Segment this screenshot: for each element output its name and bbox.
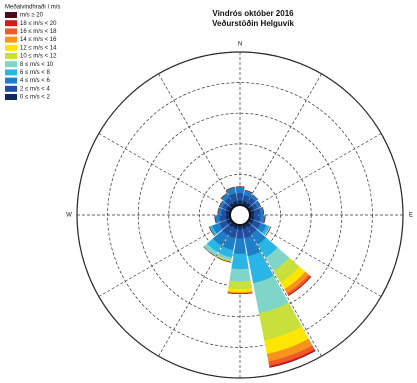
wedge	[236, 229, 244, 239]
legend-label: 16 ≤ m/s < 18	[20, 29, 57, 35]
wedge	[265, 226, 271, 236]
legend-swatch	[5, 12, 17, 18]
spoke	[98, 133, 232, 211]
wedge	[233, 238, 247, 255]
legend-swatch	[5, 53, 17, 59]
legend-label: 0 ≤ m/s < 2	[20, 95, 50, 101]
legend-swatch	[5, 77, 17, 84]
grid-ring	[76, 51, 404, 379]
wedge	[228, 280, 252, 290]
legend-swatch	[5, 69, 17, 76]
spoke	[158, 223, 236, 357]
spoke	[98, 219, 232, 297]
grid-ring	[107, 82, 373, 348]
legend-label: 4 ≤ m/s < 6	[20, 78, 50, 84]
wedge	[219, 200, 223, 208]
legend-label: m/s ≥ 20	[20, 13, 44, 19]
legend-label: 18 ≤ m/s < 20	[20, 21, 57, 27]
spoke	[158, 73, 236, 207]
calm-circle	[229, 204, 251, 226]
chart-subtitle: Veðurstöðin Helguvík	[212, 19, 294, 28]
legend-swatch	[5, 20, 17, 27]
legend-title: Meðalvindhraði í m/s	[5, 4, 60, 11]
wedge	[252, 194, 259, 200]
legend-label: 14 ≤ m/s < 16	[20, 37, 57, 43]
compass-label: N	[238, 42, 242, 48]
chart-title: Vindrós október 2016	[212, 9, 294, 18]
compass-label: W	[66, 213, 72, 219]
legend-swatch	[5, 44, 17, 51]
legend-label: 12 ≤ m/s < 14	[20, 45, 57, 51]
spoke	[244, 223, 322, 357]
wedge	[263, 215, 266, 224]
spoke	[248, 133, 382, 211]
legend-swatch	[5, 94, 17, 100]
legend-label: 2 ≤ m/s < 4	[20, 86, 50, 92]
grid-ring	[199, 174, 281, 256]
legend: Meðalvindhraði í m/s m/s ≥ 20 18 ≤ m/s < …	[5, 4, 60, 101]
legend-swatch	[5, 36, 17, 43]
wedge	[214, 215, 217, 224]
wedge	[262, 207, 264, 215]
legend-label: 10 ≤ m/s < 12	[20, 54, 57, 60]
wedge	[236, 192, 244, 201]
wedge	[235, 186, 245, 194]
compass-label: E	[409, 213, 413, 219]
wedge	[231, 253, 249, 270]
legend-label: 6 ≤ m/s < 8	[20, 70, 50, 76]
legend-label: 8 ≤ m/s < 10	[20, 62, 54, 68]
spoke	[248, 219, 382, 297]
legend-swatch	[5, 85, 17, 92]
legend-swatch	[5, 61, 17, 68]
legend-swatch	[5, 28, 17, 35]
wedge	[288, 276, 312, 296]
grid-ring	[137, 112, 343, 318]
spoke	[244, 73, 322, 207]
wedge	[229, 268, 251, 282]
